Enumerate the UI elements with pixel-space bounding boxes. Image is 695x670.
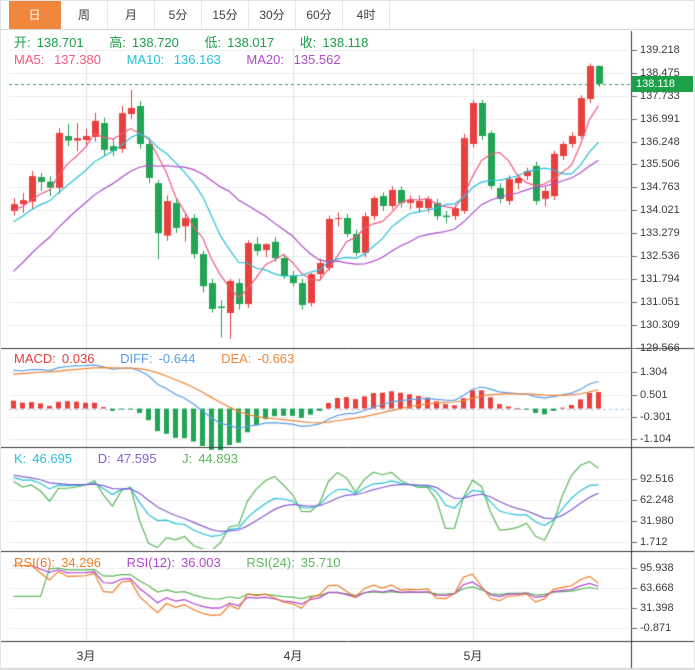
current-price-badge: 138.118 bbox=[631, 75, 693, 92]
ma5-value: 137.380 bbox=[53, 52, 101, 67]
y-axis-tick-label: 136.991 bbox=[640, 112, 680, 125]
y-axis-tick-label: 135.506 bbox=[640, 158, 680, 171]
y-axis-tick-label: 62.248 bbox=[640, 493, 674, 506]
y-axis-tick-label: 129.566 bbox=[640, 341, 680, 354]
tab-5min[interactable]: 5分 bbox=[155, 1, 202, 29]
tab-60min[interactable]: 60分 bbox=[296, 1, 343, 29]
x-axis-label-april: 4月 bbox=[283, 649, 303, 663]
rsi-header: RSI(6): 34.296 RSI(12): 36.003 RSI(24): 35.… bbox=[14, 555, 353, 570]
x-axis-label-may: 5月 bbox=[463, 649, 483, 663]
diff-value: -0.644 bbox=[158, 351, 196, 366]
y-axis-tick-label: 133.279 bbox=[640, 227, 680, 240]
d-label: D: bbox=[97, 451, 111, 466]
y-axis-tick-label: 0.501 bbox=[640, 388, 668, 401]
dea-label: DEA: bbox=[221, 351, 252, 366]
y-axis-tick-label: -1.104 bbox=[640, 433, 672, 446]
low-value: 138.017 bbox=[227, 35, 275, 50]
dea-value: -0.663 bbox=[257, 351, 295, 366]
y-axis-tick-label: 136.248 bbox=[640, 135, 680, 148]
k-value: 46.695 bbox=[32, 451, 73, 466]
y-axis-tick-label: 132.536 bbox=[640, 250, 680, 263]
ma-header: MA5: 137.380 MA10: 136.163 MA20: 135.562 bbox=[14, 52, 353, 67]
rsi12-value: 36.003 bbox=[180, 555, 221, 570]
low-label: 低: bbox=[204, 35, 222, 50]
y-axis-tick-label: 1.712 bbox=[640, 535, 668, 548]
ma10-label: MA10: bbox=[126, 52, 165, 67]
y-axis-tick-label: 95.938 bbox=[640, 562, 674, 574]
y-axis-tick-label: 63.668 bbox=[640, 582, 674, 594]
macd-label: MACD: bbox=[14, 351, 56, 366]
x-axis-label-march: 3月 bbox=[76, 649, 96, 663]
y-axis-tick-label: 31.398 bbox=[640, 602, 674, 614]
rsi24-value: 35.710 bbox=[300, 555, 341, 570]
macd-header: MACD: 0.036 DIFF: -0.644 DEA: -0.663 bbox=[14, 351, 306, 366]
tab-monthly[interactable]: 月 bbox=[108, 1, 155, 29]
kdj-header: K: 46.695 D: 47.595 J: 44.893 bbox=[14, 451, 250, 466]
close-label: 收: bbox=[299, 35, 317, 50]
open-value: 138.701 bbox=[36, 35, 84, 50]
y-axis-tick-label: 92.516 bbox=[640, 473, 674, 485]
ma20-label: MA20: bbox=[246, 52, 284, 67]
high-label: 高: bbox=[109, 35, 126, 50]
tab-30min[interactable]: 30分 bbox=[249, 1, 296, 29]
y-axis-tick-label: 137.733 bbox=[640, 89, 680, 102]
y-axis-tick-label: 131.051 bbox=[640, 295, 680, 308]
open-label: 开: bbox=[14, 35, 31, 50]
tab-weekly[interactable]: 周 bbox=[61, 1, 108, 29]
rsi24-label: RSI(24): bbox=[246, 555, 295, 570]
ma10-value: 136.163 bbox=[173, 52, 221, 67]
rsi6-value: 34.296 bbox=[61, 555, 101, 570]
tab-4hour[interactable]: 4时 bbox=[343, 1, 390, 29]
diff-label: DIFF: bbox=[120, 351, 153, 366]
k-label: K: bbox=[14, 451, 27, 466]
ma20-value: 135.562 bbox=[293, 52, 341, 67]
candlestick-chart-canvas[interactable] bbox=[1, 29, 694, 669]
macd-value: 0.036 bbox=[61, 351, 95, 366]
high-value: 138.720 bbox=[131, 35, 179, 50]
j-label: J: bbox=[182, 451, 193, 466]
y-axis-tick-label: 139.218 bbox=[640, 44, 680, 56]
y-axis-tick-label: 134.021 bbox=[640, 204, 680, 217]
y-axis-tick-label: 131.794 bbox=[640, 272, 680, 285]
y-axis-tick-label: 138.475 bbox=[640, 66, 680, 79]
tab-daily[interactable]: 日 bbox=[9, 1, 61, 29]
ohlc-header: 开: 138.701 高: 138.720 低: 138.017 收: 138.118 bbox=[14, 32, 380, 51]
ma5-label: MA5: bbox=[14, 52, 45, 67]
j-value: 44.893 bbox=[198, 451, 238, 466]
rsi12-label: RSI(12): bbox=[126, 555, 175, 570]
tab-15min[interactable]: 15分 bbox=[202, 1, 249, 29]
d-value: 47.595 bbox=[116, 451, 157, 466]
timeframe-tabbar: 日 周 月 5分 15分 30分 60分 4时 bbox=[1, 1, 694, 30]
y-axis-tick-label: 1.304 bbox=[640, 366, 668, 378]
y-axis-tick-label: -0.301 bbox=[640, 410, 672, 423]
rsi6-label: RSI(6): bbox=[14, 555, 56, 570]
y-axis-tick-label: -0.871 bbox=[640, 622, 672, 634]
close-value: 138.118 bbox=[322, 35, 369, 50]
y-axis-tick-label: 31.980 bbox=[640, 514, 674, 527]
y-axis-tick-label: 130.309 bbox=[640, 318, 680, 331]
y-axis-tick-label: 134.763 bbox=[640, 181, 680, 194]
